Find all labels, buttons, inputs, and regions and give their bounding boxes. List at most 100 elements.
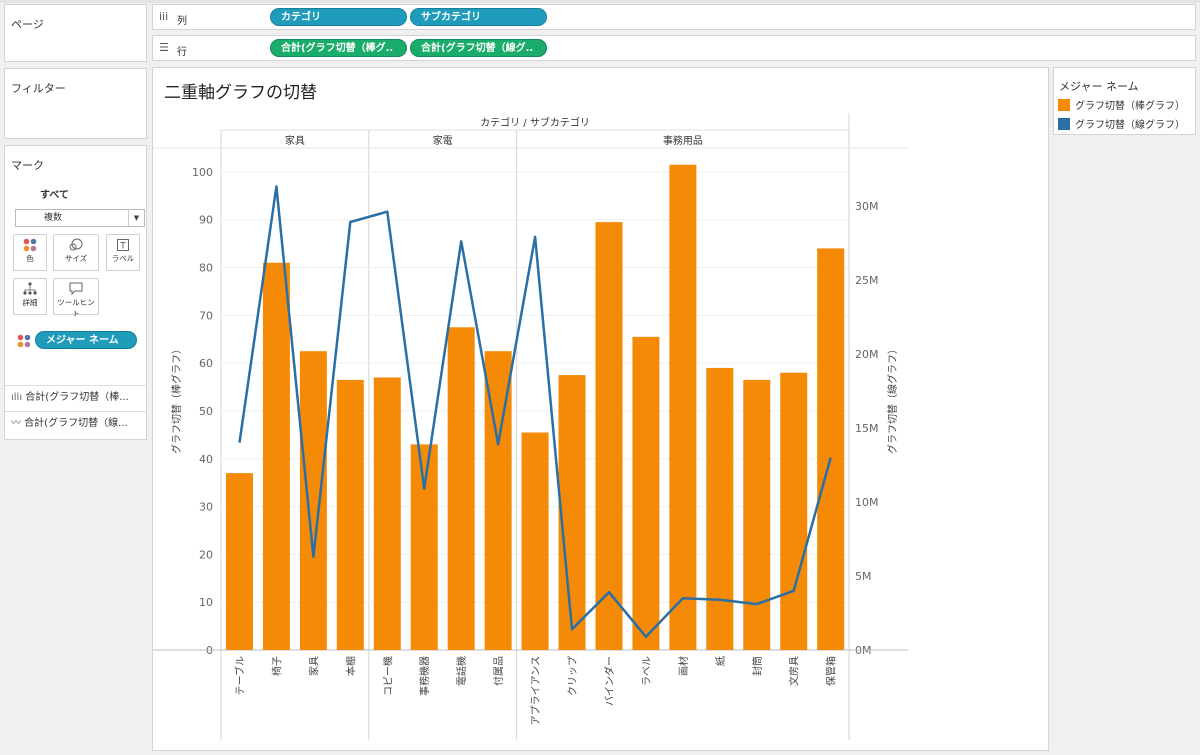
x-tick-label: ラベル xyxy=(641,656,653,686)
x-tick-label: 家具 xyxy=(307,656,320,676)
x-tick-label: 電話機 xyxy=(455,656,468,686)
mark-type-value: 複数 xyxy=(44,213,63,223)
x-tick-label: テーブル xyxy=(234,656,247,695)
columns-icon: iii xyxy=(159,10,169,23)
measure-names-color-pill[interactable]: メジャー ネーム xyxy=(35,331,137,349)
bar xyxy=(743,379,771,650)
pages-title: ページ xyxy=(11,18,44,31)
legend-swatch-line xyxy=(1058,118,1070,130)
rows-icon: ☰ xyxy=(159,41,169,54)
y-left-tick-label: 60 xyxy=(199,357,213,370)
y-right-tick-label: 5M xyxy=(855,570,872,583)
size-icon xyxy=(54,235,98,253)
y-left-tick-label: 20 xyxy=(199,548,213,561)
marks-all-label[interactable]: すべて xyxy=(40,190,69,201)
x-tick-label: 封筒 xyxy=(751,656,764,676)
bar xyxy=(447,327,475,650)
bar xyxy=(299,351,327,650)
bar xyxy=(373,377,401,650)
bar xyxy=(817,248,845,650)
row-pill-bar-measure[interactable]: 合計(グラフ切替（棒グ.. xyxy=(270,39,407,57)
y-right-tick-label: 20M xyxy=(855,348,879,361)
svg-text:T: T xyxy=(119,242,126,252)
bar xyxy=(558,375,586,650)
chevron-down-icon[interactable]: ▼ xyxy=(128,210,144,226)
group-label: 家電 xyxy=(433,134,453,147)
bar xyxy=(706,367,734,650)
legend-title: メジャー ネーム xyxy=(1059,80,1139,93)
text-label-icon: T xyxy=(107,235,139,253)
rows-shelf[interactable]: ☰ 行 合計(グラフ切替（棒グ.. 合計(グラフ切替（線グ.. xyxy=(152,35,1196,61)
y-left-tick-label: 100 xyxy=(192,166,213,179)
column-pill-subcategory[interactable]: サブカテゴリ xyxy=(410,8,547,26)
legend-label-line: グラフ切替（線グラフ） xyxy=(1075,120,1185,131)
line-series xyxy=(238,185,832,638)
filters-title: フィルター xyxy=(11,82,66,95)
x-tick-label: 画材 xyxy=(677,656,690,676)
legend-label-bar: グラフ切替（棒グラフ） xyxy=(1075,101,1185,112)
x-tick-label: 椅子 xyxy=(270,656,283,676)
rows-shelf-label: 行 xyxy=(177,47,187,58)
legend-item-bar[interactable]: グラフ切替（棒グラフ） xyxy=(1058,99,1185,113)
bar xyxy=(521,432,549,650)
marks-card: マーク すべて 複数 ▼ 色 サイズ T ラベル 詳細 ツールヒント メジ xyxy=(4,145,147,440)
legend-swatch-bar xyxy=(1058,99,1070,111)
x-tick-label: 事務機器 xyxy=(418,656,431,696)
label-button-label: ラベル xyxy=(111,254,135,263)
x-tick-label: コピー機 xyxy=(381,656,394,696)
window-top-strip xyxy=(0,0,1200,3)
detail-button-label: 詳細 xyxy=(22,298,38,307)
size-button-label: サイズ xyxy=(64,254,88,263)
size-button[interactable]: サイズ xyxy=(53,234,99,271)
bar xyxy=(632,336,660,650)
color-button[interactable]: 色 xyxy=(13,234,47,271)
legend-item-line[interactable]: グラフ切替（線グラフ） xyxy=(1058,118,1185,132)
y-left-axis-title: グラフ切替（棒グラフ） xyxy=(170,344,183,454)
color-button-label: 色 xyxy=(26,254,34,263)
bar xyxy=(225,473,253,650)
tooltip-button-label: ツールヒント xyxy=(57,298,95,318)
y-right-tick-label: 30M xyxy=(855,200,879,213)
color-icon xyxy=(14,235,46,253)
measure-bar-label: 合計(グラフ切替（棒... xyxy=(25,392,129,403)
y-left-tick-label: 50 xyxy=(199,405,213,418)
filters-card[interactable]: フィルター xyxy=(4,68,147,139)
bar xyxy=(410,444,438,650)
columns-shelf-label: 列 xyxy=(177,16,187,27)
y-left-tick-label: 40 xyxy=(199,453,213,466)
tooltip-button[interactable]: ツールヒント xyxy=(53,278,99,318)
y-left-tick-label: 90 xyxy=(199,214,213,227)
x-tick-label: 文房具 xyxy=(788,656,801,686)
legend-card[interactable]: メジャー ネーム グラフ切替（棒グラフ） グラフ切替（線グラフ） xyxy=(1053,67,1196,135)
row-pill-line-measure[interactable]: 合計(グラフ切替（線グ.. xyxy=(410,39,547,57)
detail-button[interactable]: 詳細 xyxy=(13,278,47,315)
pages-card: ページ xyxy=(4,4,147,62)
bar xyxy=(669,164,697,650)
column-pill-category[interactable]: カテゴリ xyxy=(270,8,407,26)
chart-title: 二重軸グラフの切替 xyxy=(164,83,317,103)
x-tick-label: クリップ xyxy=(567,656,579,696)
line-chart-icon: 〰 xyxy=(11,418,25,429)
x-tick-label: 付属品 xyxy=(492,656,505,686)
x-tick-label: バインダー xyxy=(603,656,616,706)
y-right-axis-title: グラフ切替（線グラフ） xyxy=(886,344,899,454)
marks-title: マーク xyxy=(11,159,44,172)
measure-line-row[interactable]: 〰 合計(グラフ切替（線... xyxy=(5,411,146,435)
label-button[interactable]: T ラベル xyxy=(106,234,140,271)
group-label: 事務用品 xyxy=(663,134,703,147)
y-right-tick-label: 25M xyxy=(855,274,879,287)
bar xyxy=(336,379,364,650)
columns-shelf[interactable]: iii 列 カテゴリ サブカテゴリ xyxy=(152,4,1196,30)
palette-icon xyxy=(17,333,31,352)
measure-bar-row[interactable]: ıllı 合計(グラフ切替（棒... xyxy=(5,385,146,409)
tooltip-icon xyxy=(54,279,98,297)
bar xyxy=(595,222,623,650)
y-right-tick-label: 10M xyxy=(855,496,879,509)
chart-header: カテゴリ / サブカテゴリ xyxy=(480,116,590,129)
measure-line-label: 合計(グラフ切替（線... xyxy=(24,418,128,429)
mark-type-dropdown[interactable]: 複数 ▼ xyxy=(15,209,145,227)
bar xyxy=(780,372,808,650)
y-left-tick-label: 10 xyxy=(199,596,213,609)
